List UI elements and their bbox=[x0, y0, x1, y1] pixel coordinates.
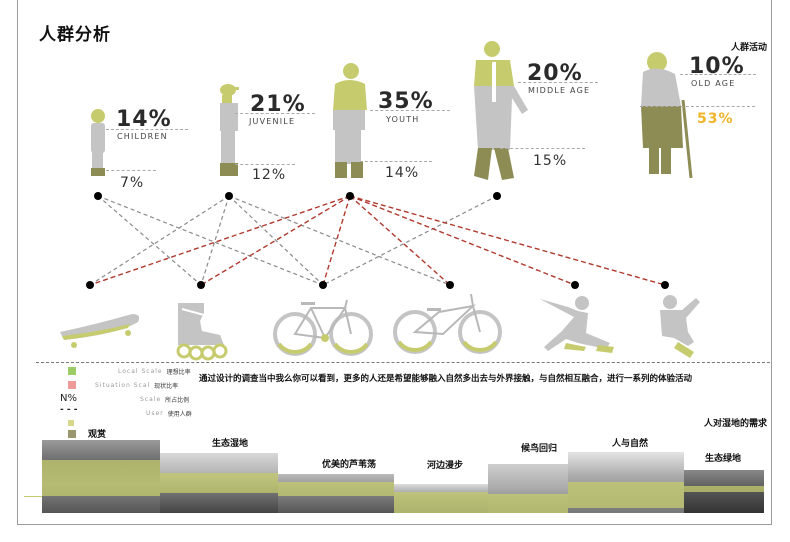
children-bottom-dash bbox=[106, 170, 156, 171]
gray-connections bbox=[89, 195, 498, 286]
juvenile-bottom-pct: 12% bbox=[252, 167, 287, 183]
youth-top-pct: 35% bbox=[378, 89, 434, 114]
youth-top-dash bbox=[370, 110, 450, 111]
juvenile-label: Juvenile bbox=[249, 117, 296, 126]
connection-network bbox=[89, 195, 666, 286]
legend-scale: Scale 所占比例 bbox=[140, 395, 189, 404]
middle-age-bottom-pct: 15% bbox=[533, 153, 568, 169]
photo-riverside-walk bbox=[394, 484, 489, 513]
node-juvenile bbox=[225, 192, 233, 200]
juvenile-top-pct: 21% bbox=[250, 92, 306, 117]
bmx-bike-icon bbox=[393, 293, 502, 354]
legend-swatch-plant-icon bbox=[68, 420, 74, 426]
skater-jump-icon bbox=[540, 296, 614, 353]
children-top-dash bbox=[106, 129, 188, 130]
youth-bottom-pct: 14% bbox=[385, 165, 420, 181]
legend-cn: 现状比率 bbox=[154, 383, 179, 390]
node-children bbox=[94, 192, 102, 200]
node-bmx bbox=[446, 281, 454, 289]
juvenile-top-dash bbox=[235, 113, 315, 114]
road-bike-icon bbox=[273, 299, 373, 356]
child-figure-icon bbox=[91, 109, 105, 176]
skateboard-icon bbox=[60, 314, 140, 348]
label-eco-wetland: 生态湿地 bbox=[212, 439, 249, 449]
children-label: Children bbox=[117, 132, 168, 141]
legend-en: Situation Scal bbox=[95, 382, 151, 389]
photo-viewing bbox=[42, 440, 160, 513]
legend-cn: 所占比例 bbox=[165, 397, 190, 404]
photo-reed-marsh bbox=[278, 474, 394, 513]
middle-age-label: Middle age bbox=[528, 86, 591, 95]
legend-swatch-user: - - - bbox=[60, 405, 78, 415]
page-title: 人群分析 bbox=[39, 25, 111, 45]
photo-people-nature bbox=[568, 452, 684, 513]
legend-situation-scale: Situation Scal 现状比率 bbox=[95, 381, 178, 390]
legend-swatch-situation-scale bbox=[68, 381, 76, 389]
node-youth bbox=[346, 192, 354, 200]
legend-swatch-local-scale bbox=[68, 367, 76, 375]
old-age-mid-dash bbox=[640, 106, 755, 107]
description-text: 通过设计的调查当中我么你可以看到，更多的人还是希望能够融入自然多出去与外界接触，… bbox=[199, 374, 693, 384]
inline-skate-icon bbox=[176, 303, 228, 361]
label-eco-green: 生态绿地 bbox=[705, 454, 742, 464]
label-riverside-walk: 河边漫步 bbox=[427, 461, 464, 471]
legend-user: User 使用人群 bbox=[146, 409, 192, 418]
node-skateboard bbox=[86, 281, 94, 289]
youth-label: Youth bbox=[386, 115, 420, 124]
legend-swatch-scale: N% bbox=[60, 393, 77, 404]
legend-en: Local Scale bbox=[118, 368, 163, 375]
label-migrant-birds: 候鸟回归 bbox=[521, 444, 558, 454]
node-skater-jump bbox=[571, 281, 579, 289]
old-age-figure-icon bbox=[641, 52, 693, 179]
node-inline-skate bbox=[197, 281, 205, 289]
old-age-bottom-pct: 53% bbox=[697, 111, 734, 127]
photo-eco-wetland bbox=[160, 453, 278, 513]
section-divider bbox=[36, 362, 770, 363]
youth-bottom-dash bbox=[360, 161, 432, 162]
strip-title: 人对湿地的需求 bbox=[704, 419, 768, 429]
skater-flip-icon bbox=[660, 295, 700, 358]
juvenile-figure-icon bbox=[220, 84, 239, 176]
node-skater-flip bbox=[661, 281, 669, 289]
legend-cn: 理想比率 bbox=[166, 369, 191, 376]
node-road-bike bbox=[319, 281, 327, 289]
children-bottom-pct: 7% bbox=[120, 175, 145, 191]
legend-en: User bbox=[146, 410, 164, 417]
ground-line bbox=[24, 496, 44, 497]
middle-age-top-pct: 20% bbox=[527, 61, 583, 86]
children-top-pct: 14% bbox=[116, 107, 172, 132]
poster-frame bbox=[17, 0, 772, 525]
middle-age-bottom-dash bbox=[500, 148, 585, 149]
old-age-label: Old age bbox=[691, 79, 736, 88]
legend-swatch-viewing bbox=[68, 430, 76, 438]
crowd-activity-label: 人群活动 bbox=[731, 43, 768, 53]
label-people-nature: 人与自然 bbox=[612, 439, 649, 449]
photo-migrant-birds bbox=[488, 464, 568, 513]
legend-local-scale: Local Scale 理想比率 bbox=[118, 367, 191, 376]
node-middle-age bbox=[493, 192, 501, 200]
middle-age-figure-icon bbox=[474, 41, 528, 180]
old-age-top-dash bbox=[680, 74, 756, 75]
juvenile-bottom-dash bbox=[235, 164, 295, 165]
legend-cn: 使用人群 bbox=[167, 411, 192, 418]
legend-en: Scale bbox=[140, 396, 162, 403]
red-connections bbox=[89, 195, 666, 286]
label-reed-marsh: 优美的芦苇荡 bbox=[322, 460, 377, 470]
youth-figure-icon bbox=[333, 63, 367, 178]
middle-age-top-dash bbox=[518, 82, 598, 83]
legend-viewing-label: 观赏 bbox=[88, 430, 107, 440]
photo-eco-green bbox=[684, 470, 764, 513]
